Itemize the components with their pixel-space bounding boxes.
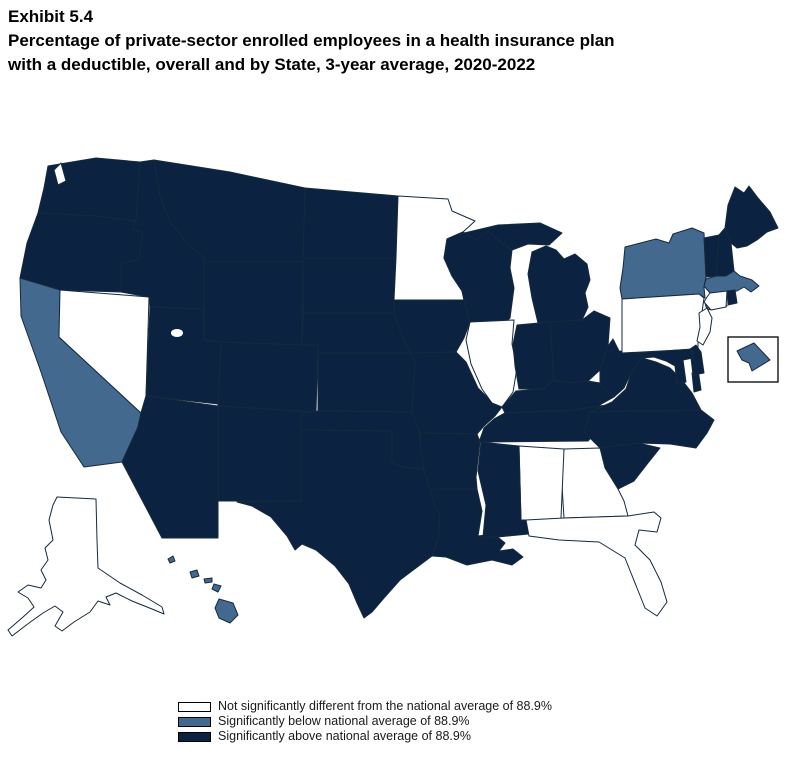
state-washington xyxy=(37,157,141,222)
map-legend: Not significantly different from the nat… xyxy=(178,699,552,744)
state-kansas xyxy=(317,352,416,413)
state-colorado xyxy=(217,341,319,413)
legend-swatch-above xyxy=(178,731,211,742)
state-maine xyxy=(724,185,779,249)
legend-row-below: Significantly below national average of … xyxy=(178,714,552,729)
state-louisiana xyxy=(429,488,524,566)
state-nebraska xyxy=(301,312,411,354)
state-rhode-island xyxy=(726,289,738,306)
state-north-dakota xyxy=(302,187,399,259)
state-arkansas xyxy=(419,432,481,490)
exhibit-title: Exhibit 5.4 Percentage of private-sector… xyxy=(8,5,615,77)
legend-label-above: Significantly above national average of … xyxy=(218,729,471,743)
state-district-of-columbia xyxy=(736,342,771,372)
great-salt-lake-water xyxy=(171,329,183,337)
state-michigan xyxy=(459,222,591,324)
puget-sound-water xyxy=(53,162,67,186)
exhibit-number: Exhibit 5.4 xyxy=(8,7,94,26)
state-hawaii xyxy=(167,555,239,624)
title-line-1: Percentage of private-sector enrolled em… xyxy=(8,31,615,50)
state-mississippi xyxy=(477,441,542,538)
state-maryland xyxy=(637,348,694,385)
legend-row-above: Significantly above national average of … xyxy=(178,729,552,744)
legend-swatch-not-different xyxy=(178,701,211,712)
state-alaska xyxy=(7,496,165,637)
state-florida xyxy=(525,511,668,617)
state-indiana xyxy=(512,321,555,390)
state-missouri xyxy=(409,351,503,435)
state-montana xyxy=(153,159,306,263)
legend-label-not-different: Not significantly different from the nat… xyxy=(218,699,552,713)
state-new-jersey xyxy=(696,307,713,346)
legend-label-below: Significantly below national average of … xyxy=(218,714,470,728)
legend-row-not-different: Not significantly different from the nat… xyxy=(178,699,552,714)
state-pennsylvania xyxy=(621,293,708,354)
legend-swatch-below xyxy=(178,716,211,727)
title-line-2: with a deductible, overall and by State,… xyxy=(8,55,536,74)
state-north-carolina xyxy=(583,409,715,449)
state-south-dakota xyxy=(302,257,397,314)
state-wyoming xyxy=(203,261,304,346)
